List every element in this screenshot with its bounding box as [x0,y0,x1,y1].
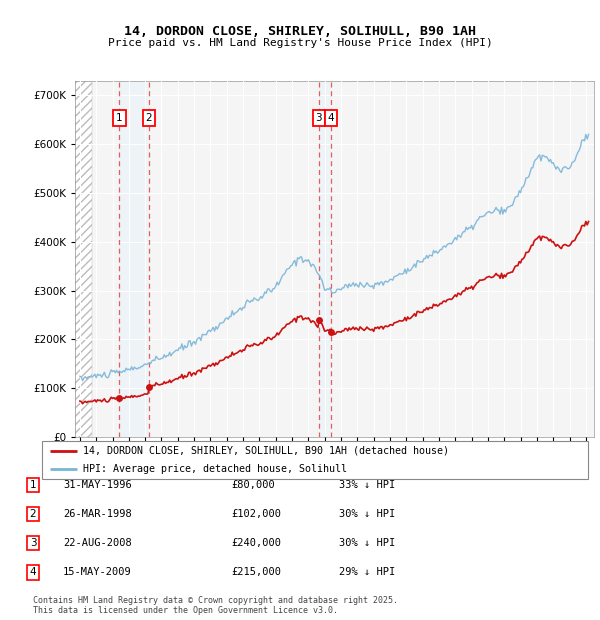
Text: 3: 3 [29,538,37,548]
Text: 4: 4 [328,113,334,123]
Text: 33% ↓ HPI: 33% ↓ HPI [339,480,395,490]
Text: 2: 2 [29,509,37,519]
Text: 1: 1 [116,113,123,123]
Text: 3: 3 [316,113,322,123]
FancyBboxPatch shape [42,441,588,479]
Text: 30% ↓ HPI: 30% ↓ HPI [339,509,395,519]
Bar [119,81,149,437]
Text: 1: 1 [29,480,37,490]
Text: £102,000: £102,000 [231,509,281,519]
Text: £80,000: £80,000 [231,480,275,490]
Text: 15-MAY-2009: 15-MAY-2009 [63,567,132,577]
Text: 26-MAR-1998: 26-MAR-1998 [63,509,132,519]
Bar [75,81,92,437]
Text: £215,000: £215,000 [231,567,281,577]
Text: Contains HM Land Registry data © Crown copyright and database right 2025.
This d: Contains HM Land Registry data © Crown c… [33,596,398,615]
Text: 2: 2 [146,113,152,123]
Text: £240,000: £240,000 [231,538,281,548]
Bar [319,81,331,437]
Text: 14, DORDON CLOSE, SHIRLEY, SOLIHULL, B90 1AH: 14, DORDON CLOSE, SHIRLEY, SOLIHULL, B90… [124,25,476,38]
Text: 31-MAY-1996: 31-MAY-1996 [63,480,132,490]
Text: HPI: Average price, detached house, Solihull: HPI: Average price, detached house, Soli… [83,464,347,474]
Text: Price paid vs. HM Land Registry's House Price Index (HPI): Price paid vs. HM Land Registry's House … [107,38,493,48]
Text: 14, DORDON CLOSE, SHIRLEY, SOLIHULL, B90 1AH (detached house): 14, DORDON CLOSE, SHIRLEY, SOLIHULL, B90… [83,446,449,456]
Text: 29% ↓ HPI: 29% ↓ HPI [339,567,395,577]
Text: 4: 4 [29,567,37,577]
Text: 22-AUG-2008: 22-AUG-2008 [63,538,132,548]
Text: 30% ↓ HPI: 30% ↓ HPI [339,538,395,548]
